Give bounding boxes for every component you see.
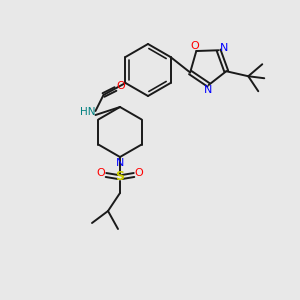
Text: S: S [116,170,124,184]
Text: O: O [135,168,143,178]
Text: N: N [116,158,124,168]
Text: N: N [219,43,228,53]
Text: O: O [97,168,105,178]
Text: N: N [203,85,212,95]
Text: O: O [190,41,199,51]
Text: HN: HN [80,107,95,117]
Text: O: O [116,81,125,91]
